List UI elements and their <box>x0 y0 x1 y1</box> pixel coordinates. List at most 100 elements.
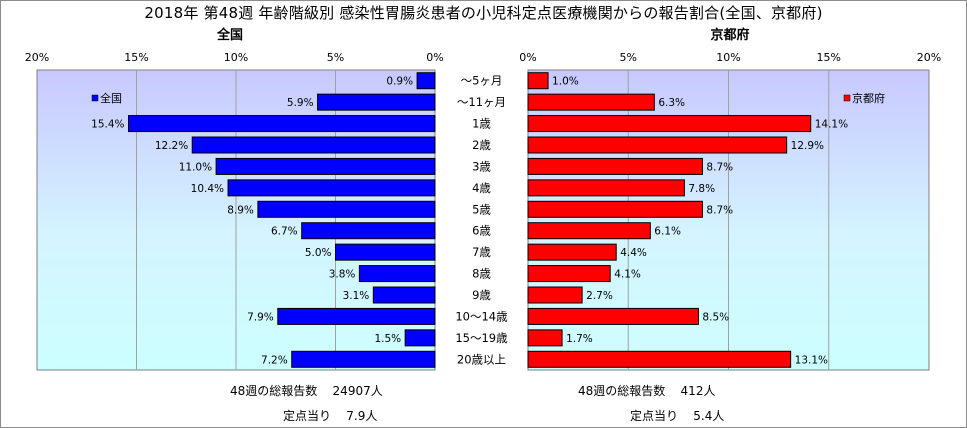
bar-national <box>335 243 436 261</box>
data-label: 14.1% <box>815 119 848 131</box>
data-label: 1.7% <box>566 333 593 345</box>
data-label: 6.3% <box>658 97 685 109</box>
national-per-label: 定点当り <box>283 409 332 423</box>
data-label: 4.1% <box>614 269 641 281</box>
national-total-value: 24907人 <box>332 384 383 398</box>
bar-national <box>404 329 436 347</box>
national-per-value: 7.9人 <box>346 409 378 423</box>
category-label: 7歳 <box>472 245 491 259</box>
data-label: 6.7% <box>271 226 298 238</box>
category-label: 8歳 <box>472 267 491 281</box>
data-label: 2.7% <box>586 290 613 302</box>
x-tick-label: 15% <box>817 51 841 64</box>
right-panel-label: 京都府 <box>710 28 750 43</box>
x-tick-label: 10% <box>716 51 740 64</box>
bar-kyoto <box>527 72 549 90</box>
category-label: 10～14歳 <box>455 309 508 323</box>
data-label: 6.1% <box>654 226 681 238</box>
bar-kyoto <box>527 286 583 304</box>
data-label: 1.0% <box>552 76 579 88</box>
data-label: 7.8% <box>688 183 715 195</box>
data-label: 7.9% <box>247 311 274 323</box>
data-label: 8.9% <box>227 204 254 216</box>
kyoto-total: 48週の総報告数 412人 <box>578 382 715 399</box>
bar-national <box>227 179 436 197</box>
x-tick-label: 0% <box>426 51 443 64</box>
bar-kyoto <box>527 222 651 240</box>
kyoto-total-label: 48週の総報告数 <box>578 384 666 398</box>
data-label: 12.9% <box>791 140 824 152</box>
category-label: 2歳 <box>472 138 491 152</box>
legend-label: 全国 <box>100 91 122 105</box>
data-label: 8.7% <box>706 204 733 216</box>
x-tick-label: 5% <box>620 51 637 64</box>
data-label: 4.4% <box>620 247 647 259</box>
bar-kyoto <box>527 200 703 218</box>
category-label: 3歳 <box>472 159 491 173</box>
x-tick-label: 20% <box>25 51 49 64</box>
bar-kyoto <box>527 307 699 325</box>
category-label: ～11ヶ月 <box>457 95 506 109</box>
kyoto-total-value: 412人 <box>680 384 716 398</box>
bar-kyoto <box>527 115 812 133</box>
category-label: 1歳 <box>472 117 491 131</box>
bar-national <box>291 350 436 368</box>
bar-national <box>191 136 436 154</box>
bar-kyoto <box>527 136 788 154</box>
legend-swatch <box>91 94 99 102</box>
bar-kyoto <box>527 243 617 261</box>
x-tick-label: 15% <box>124 51 148 64</box>
bar-national <box>416 72 436 90</box>
x-tick-label: 5% <box>327 51 344 64</box>
legend-label: 京都府 <box>852 91 885 105</box>
kyoto-per-site: 定点当り 5.4人 <box>630 407 724 424</box>
kyoto-per-value: 5.4人 <box>693 409 725 423</box>
category-label: 15～19歳 <box>455 331 508 345</box>
data-label: 3.8% <box>329 269 356 281</box>
bar-kyoto <box>527 350 792 368</box>
x-tick-label: 20% <box>917 51 941 64</box>
data-label: 13.1% <box>795 354 828 366</box>
bar-national <box>277 307 436 325</box>
data-label: 8.5% <box>702 311 729 323</box>
category-label: 9歳 <box>472 288 491 302</box>
data-label: 5.9% <box>287 97 314 109</box>
data-label: 8.7% <box>706 161 733 173</box>
data-label: 3.1% <box>343 290 370 302</box>
bar-national <box>257 200 436 218</box>
bar-kyoto <box>527 93 655 111</box>
category-label: ～5ヶ月 <box>461 74 503 88</box>
data-label: 5.0% <box>305 247 332 259</box>
bar-national <box>301 222 436 240</box>
category-label: 6歳 <box>472 224 491 238</box>
bar-kyoto <box>527 329 563 347</box>
data-label: 10.4% <box>191 183 224 195</box>
bar-national <box>128 115 436 133</box>
data-label: 11.0% <box>179 161 212 173</box>
bar-national <box>317 93 436 111</box>
data-label: 0.9% <box>386 76 413 88</box>
national-total: 48週の総報告数 24907人 <box>230 382 383 399</box>
x-tick-label: 0% <box>519 51 536 64</box>
legend-swatch <box>843 94 851 102</box>
x-tick-label: 10% <box>224 51 248 64</box>
chart-title: 2018年 第48週 年齢階級別 感染性胃腸炎患者の小児科定点医療機関からの報告… <box>144 4 823 22</box>
bar-national <box>372 286 436 304</box>
data-label: 12.2% <box>155 140 188 152</box>
data-label: 7.2% <box>261 354 288 366</box>
national-total-label: 48週の総報告数 <box>230 384 318 398</box>
category-label: 4歳 <box>472 181 491 195</box>
left-panel-label: 全国 <box>216 28 243 43</box>
bar-kyoto <box>527 179 685 197</box>
bar-national <box>358 265 436 283</box>
bar-national <box>215 157 436 175</box>
bar-kyoto <box>527 157 703 175</box>
bar-kyoto <box>527 265 611 283</box>
kyoto-per-label: 定点当り <box>630 409 679 423</box>
category-label: 5歳 <box>472 202 491 216</box>
category-label: 20歳以上 <box>457 352 506 366</box>
data-label: 15.4% <box>91 119 124 131</box>
national-per-site: 定点当り 7.9人 <box>283 407 377 424</box>
data-label: 1.5% <box>374 333 401 345</box>
